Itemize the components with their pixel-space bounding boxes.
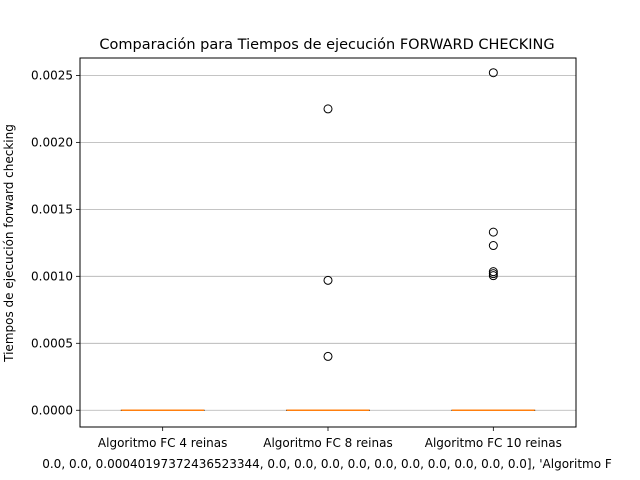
- y-tick-label: 0.0020: [31, 135, 73, 149]
- y-tick-label: 0.0000: [31, 403, 73, 417]
- x-tick-label: Algoritmo FC 4 reinas: [98, 436, 227, 450]
- box-group: [451, 68, 536, 412]
- y-tick-label: 0.0025: [31, 68, 73, 82]
- outlier-point: [323, 275, 333, 285]
- x-axis-label: 0.0, 0.0, 0.00040197372436523344, 0.0, 0…: [42, 457, 612, 471]
- y-tick-label: 0.0015: [31, 202, 73, 216]
- outlier-point: [488, 267, 498, 277]
- y-tick-label: 0.0005: [31, 336, 73, 350]
- y-tick-label: 0.0010: [31, 269, 73, 283]
- x-tick-label: Algoritmo FC 8 reinas: [263, 436, 392, 450]
- outlier-point: [323, 351, 333, 361]
- outlier-point: [323, 104, 333, 114]
- x-tick-label: Algoritmo FC 10 reinas: [425, 436, 562, 450]
- chart-title: Comparación para Tiempos de ejecución FO…: [99, 37, 554, 53]
- outlier-point: [488, 68, 498, 78]
- box-group: [286, 104, 370, 412]
- outlier-point: [488, 241, 498, 251]
- outlier-point: [488, 227, 498, 237]
- boxes: [120, 68, 536, 412]
- axes: 0.0000 0.0005 0.0010 0.0015 0.0020 0.0025 Algo…: [31, 68, 562, 450]
- y-axis-label: Tiempos de ejecución forward checking: [2, 124, 16, 363]
